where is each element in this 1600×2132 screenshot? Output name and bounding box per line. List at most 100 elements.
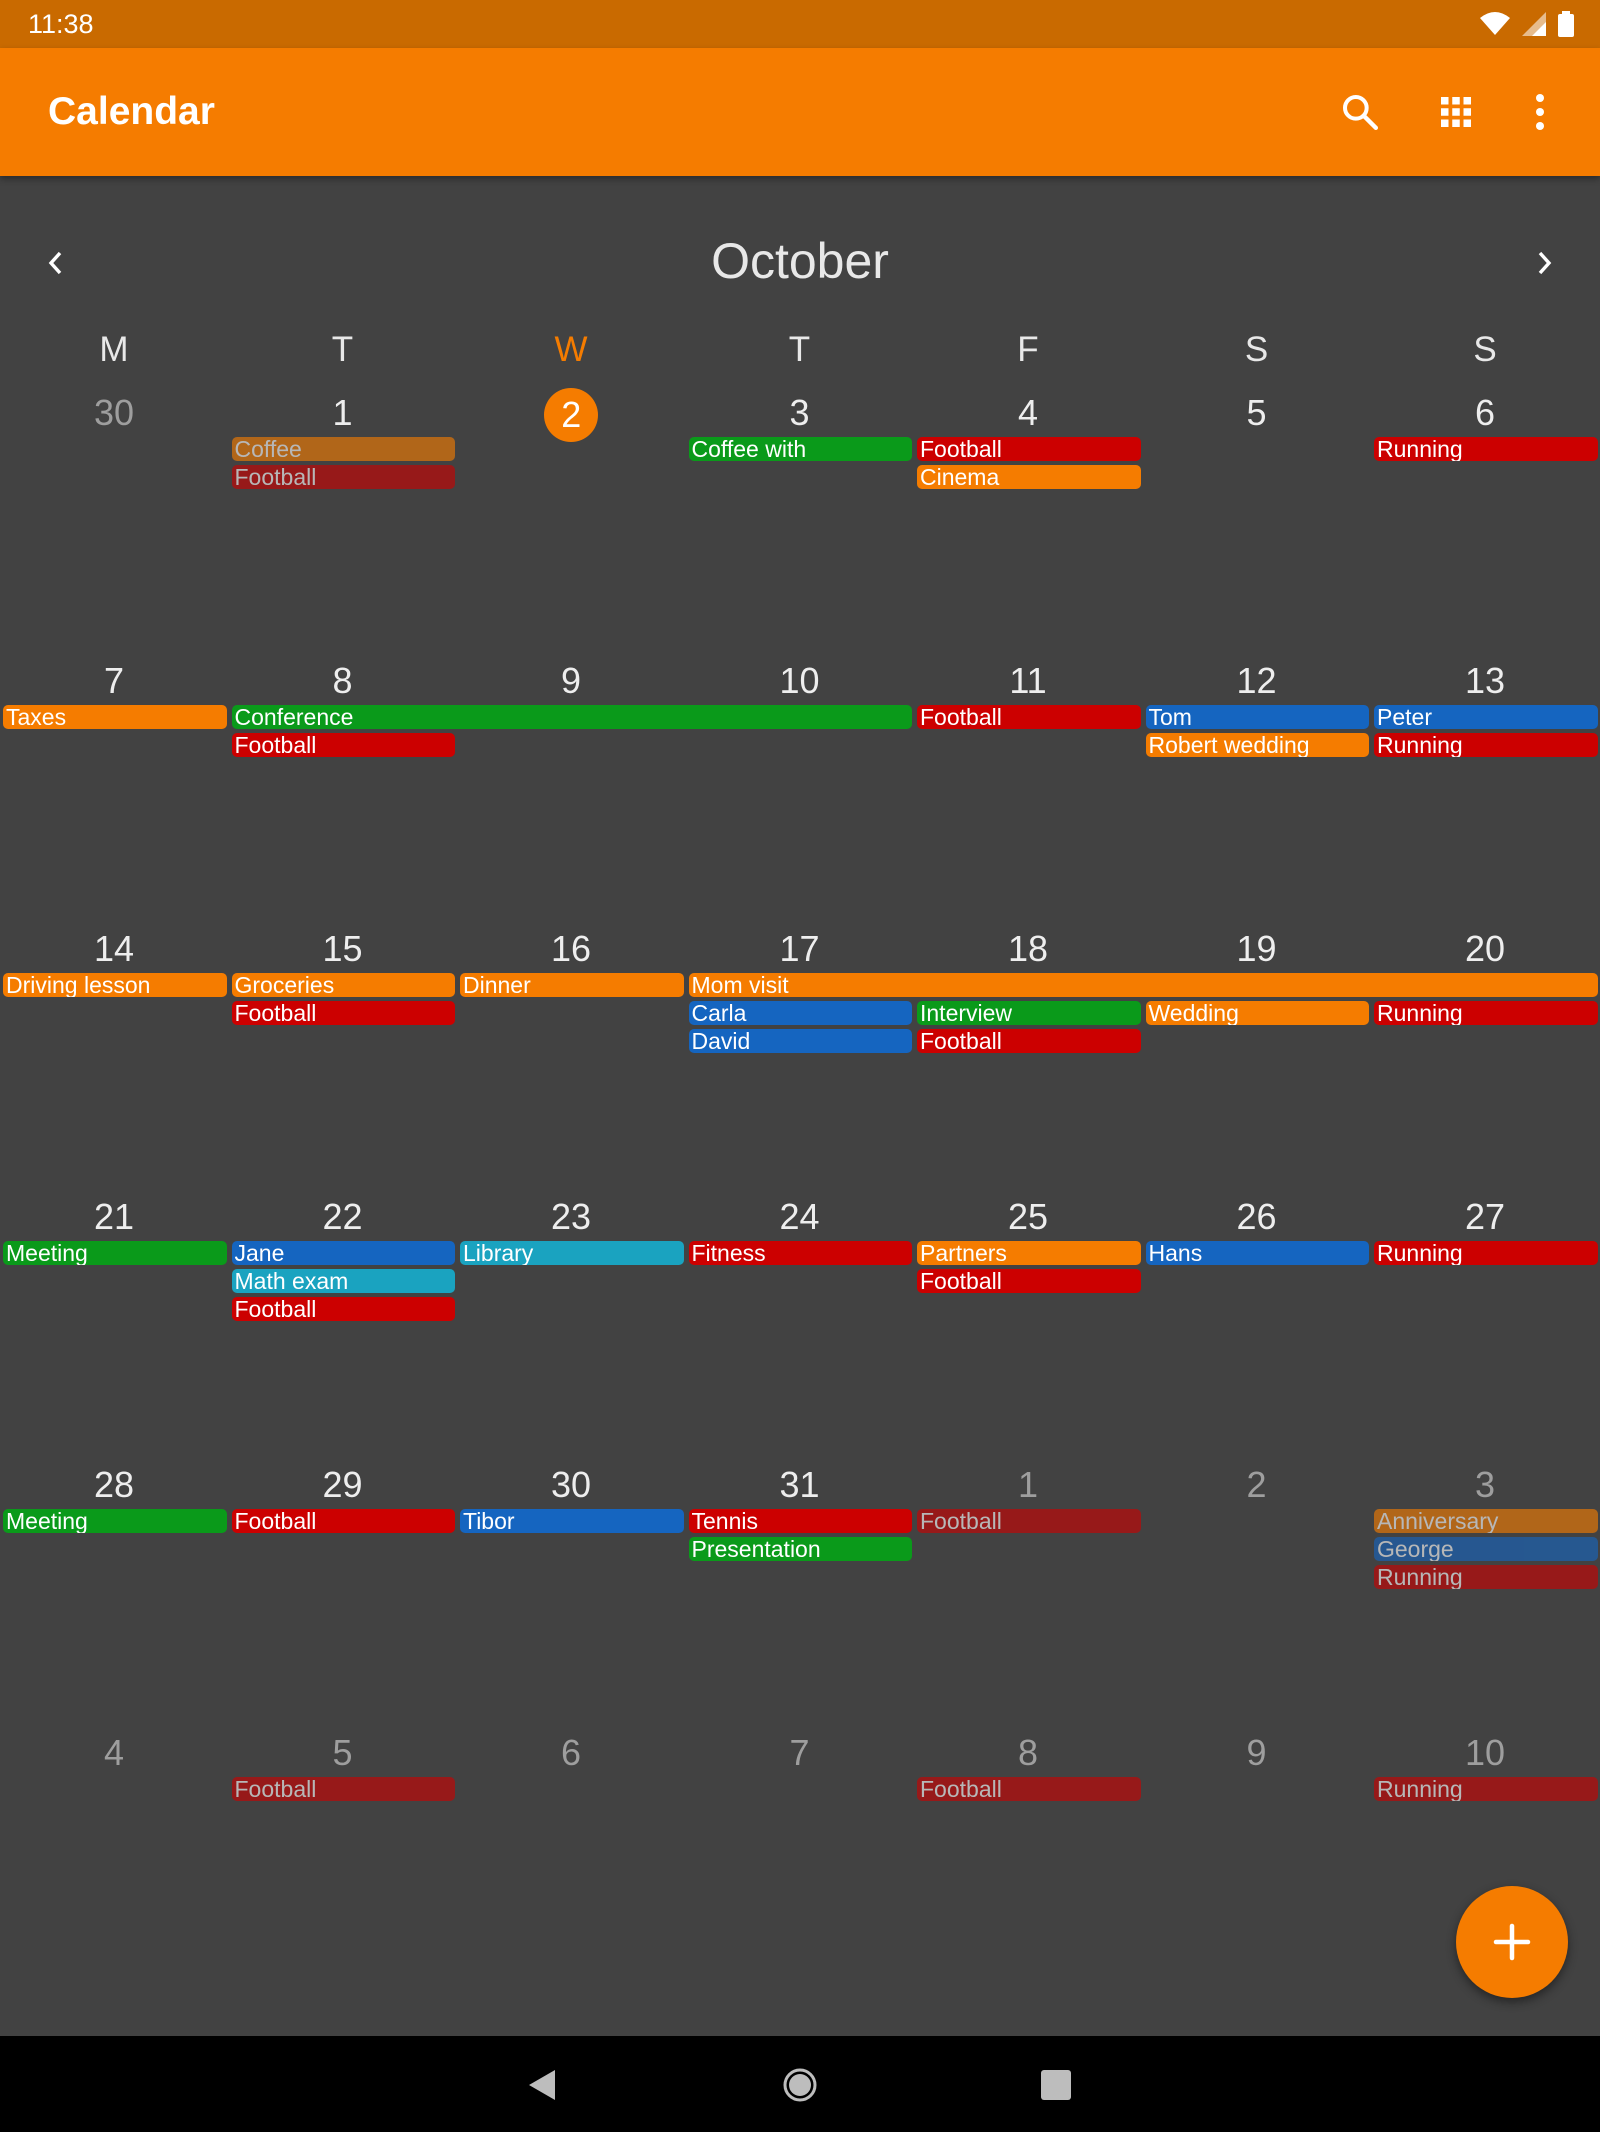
day-number: 2 [1246, 1464, 1267, 1505]
event-chip[interactable]: Tibor [460, 1509, 684, 1533]
event-chip[interactable]: Presentation [688, 1537, 912, 1561]
event-chip[interactable]: Football [231, 1509, 455, 1533]
event-chip[interactable]: Dinner [460, 973, 684, 997]
event-chip[interactable]: Hans [1145, 1241, 1369, 1265]
day-number: 14 [93, 928, 135, 969]
event-chip[interactable]: Robert wedding [1145, 733, 1369, 757]
event-chip[interactable]: Meeting [3, 1509, 227, 1533]
week-row: 7 8 9 10 11 12 13 Taxes Conference Football Footba… [0, 648, 1600, 916]
event-chip[interactable]: Running [1374, 1001, 1598, 1025]
event-chip[interactable]: Meeting [3, 1241, 227, 1265]
day-number: 27 [1464, 1196, 1506, 1237]
event-chip[interactable]: Football [917, 1029, 1141, 1053]
event-chip[interactable]: Football [231, 465, 455, 489]
battery-icon [1558, 11, 1574, 37]
day-number: 4 [1017, 392, 1039, 433]
event-chip[interactable]: Conference [231, 705, 912, 729]
month-grid: 30 1 2 3 4 5 6 Coffee Football Coffee with Footbal… [0, 380, 1600, 1990]
day-number: 3 [789, 392, 810, 433]
event-chip[interactable]: Partners [917, 1241, 1141, 1265]
event-chip[interactable]: Tom [1145, 705, 1369, 729]
event-chip[interactable]: Running [1374, 733, 1598, 757]
day-number: 26 [1236, 1196, 1277, 1237]
app-bar: Calendar [0, 48, 1600, 176]
event-chip[interactable]: Football [917, 437, 1141, 461]
event-chip[interactable]: Mom visit [688, 973, 1598, 997]
event-chip[interactable]: Anniversary [1374, 1509, 1598, 1533]
day-number: 17 [779, 928, 820, 969]
event-chip[interactable]: Coffee [231, 437, 455, 461]
event-chip[interactable]: Coffee with [688, 437, 912, 461]
event-chip[interactable]: Driving lesson [3, 973, 227, 997]
day-number: 8 [1017, 1732, 1039, 1773]
event-chip[interactable]: Library [460, 1241, 684, 1265]
signal-icon [1522, 12, 1546, 36]
back-button[interactable] [517, 2060, 567, 2110]
system-navigation-bar [0, 2036, 1600, 2132]
event-chip[interactable]: Football [917, 1777, 1141, 1801]
day-number: 24 [779, 1196, 820, 1237]
chevron-left-icon [48, 251, 62, 275]
back-icon [529, 2070, 555, 2100]
day-number: 21 [93, 1196, 135, 1237]
event-chip[interactable]: Jane [231, 1241, 455, 1265]
event-chip[interactable]: Math exam [231, 1269, 455, 1293]
day-number: 23 [550, 1196, 592, 1237]
event-chip[interactable]: Football [231, 1001, 455, 1025]
status-time: 11:38 [28, 9, 94, 39]
view-grid-icon [1441, 97, 1471, 127]
event-chip[interactable]: Running [1374, 1241, 1598, 1265]
day-number: 19 [1236, 928, 1277, 969]
day-number: 10 [779, 660, 820, 701]
next-month-button[interactable] [1519, 238, 1569, 288]
week-row: 14 15 16 17 18 19 20 Driving lesson Groceries Foo… [0, 916, 1600, 1184]
weekday-label: M [99, 330, 129, 369]
day-number: 13 [1464, 660, 1506, 701]
home-button[interactable] [775, 2060, 825, 2110]
day-number: 3 [1474, 1464, 1496, 1505]
event-chip[interactable]: Running [1374, 437, 1598, 461]
previous-month-button[interactable] [31, 238, 81, 288]
event-chip[interactable]: Football [231, 1777, 455, 1801]
month-title[interactable]: October [711, 233, 889, 289]
event-chip[interactable]: Taxes [3, 705, 227, 729]
week-row: 4 5 6 7 8 9 10 Football Football Running [0, 1720, 1600, 1988]
view-switch-button[interactable] [1432, 88, 1480, 136]
app-title: Calendar [48, 90, 215, 133]
day-number: 10 [1464, 1732, 1506, 1773]
event-chip[interactable]: Football [231, 733, 455, 757]
event-chip[interactable]: Groceries [231, 973, 455, 997]
more-options-button[interactable] [1516, 88, 1564, 136]
week-row: 28 29 30 31 1 2 3 Meeting Football Tibor Tennis Pre… [0, 1452, 1600, 1720]
event-chip[interactable]: David [688, 1029, 912, 1053]
event-chip[interactable]: Running [1374, 1565, 1598, 1589]
event-chip[interactable]: Football [917, 705, 1141, 729]
event-chip[interactable]: Football [231, 1297, 455, 1321]
month-header: October [0, 176, 1600, 326]
event-chip[interactable]: Interview [917, 1001, 1141, 1025]
day-number: 9 [560, 660, 582, 701]
event-chip[interactable]: Football [917, 1269, 1141, 1293]
add-event-button[interactable] [1456, 1886, 1568, 1998]
event-chip[interactable]: Cinema [917, 465, 1141, 489]
week-row: 30 1 2 3 4 5 6 Coffee Football Coffee with Footbal… [0, 380, 1600, 648]
recents-button[interactable] [1031, 2060, 1081, 2110]
event-chip[interactable]: George [1374, 1537, 1598, 1561]
event-chip[interactable]: Running [1374, 1777, 1598, 1801]
add-icon [1493, 1923, 1531, 1961]
event-chip[interactable]: Wedding [1145, 1001, 1369, 1025]
status-bar: 11:38 [0, 0, 1600, 48]
event-chip[interactable]: Peter [1374, 705, 1598, 729]
day-number: 12 [1236, 660, 1277, 701]
event-chip[interactable]: Football [917, 1509, 1141, 1533]
event-chip[interactable]: Carla [688, 1001, 912, 1025]
today-indicator: 2 [544, 388, 599, 442]
chevron-right-icon [1538, 251, 1552, 275]
weekday-label: S [1244, 330, 1269, 369]
event-chip[interactable]: Tennis [688, 1509, 912, 1533]
search-button[interactable] [1336, 88, 1384, 136]
day-number: 30 [93, 392, 135, 433]
event-chip[interactable]: Fitness [688, 1241, 912, 1265]
day-number: 8 [332, 660, 353, 701]
